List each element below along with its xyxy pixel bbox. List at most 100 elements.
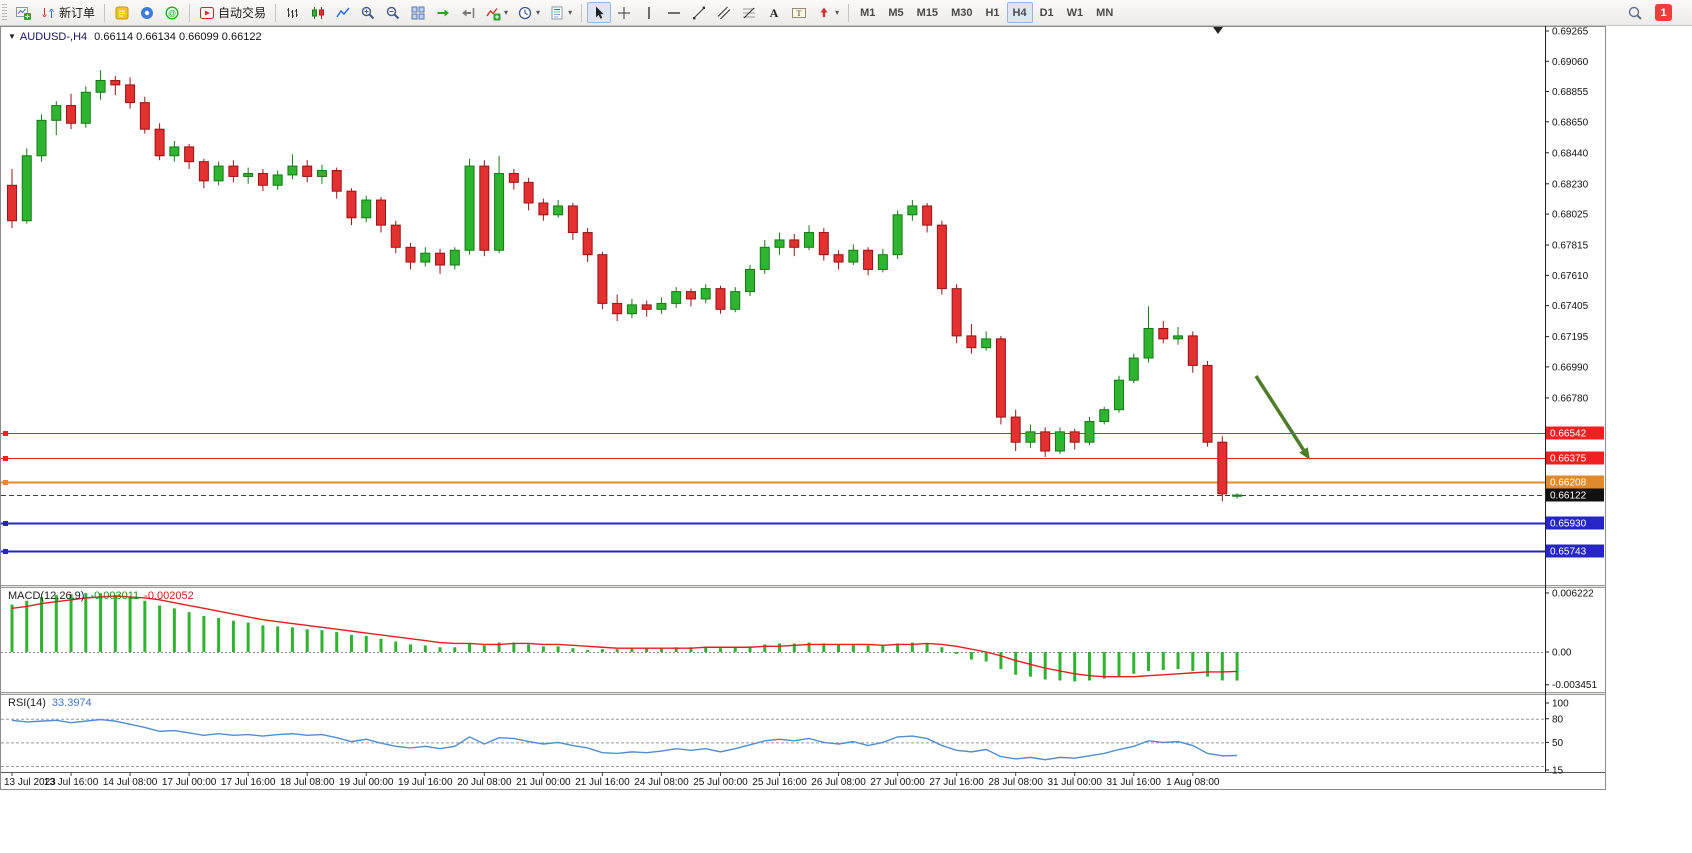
time-axis-label: 13 Jul 16:00: [44, 777, 99, 788]
line-anchor-marker[interactable]: [3, 521, 8, 526]
time-axis-label: 1 Aug 08:00: [1166, 777, 1220, 788]
candle: [789, 234, 800, 257]
auto-scroll-button[interactable]: [431, 2, 455, 23]
candle-body: [1084, 421, 1095, 443]
candlestick-chart-icon: [312, 6, 325, 19]
zoom-in-button[interactable]: [356, 2, 380, 23]
time-axis-label: 18 Jul 08:00: [280, 777, 335, 788]
candle-body: [125, 84, 136, 104]
line-anchor-marker[interactable]: [3, 456, 8, 461]
panel-separator[interactable]: [1, 585, 1605, 588]
price-badge-value: 0.65743: [1550, 547, 1587, 558]
periods-button[interactable]: ▾: [513, 2, 544, 23]
chart-ohlc-readout: ▼ AUDUSD-,H4 0.66114 0.66134 0.66099 0.661…: [8, 31, 262, 43]
cursor-button[interactable]: [587, 2, 612, 23]
chart-shift-marker[interactable]: [1213, 27, 1223, 34]
candle-body: [671, 291, 682, 304]
candle-body: [95, 79, 106, 93]
panel-separator[interactable]: [1, 692, 1605, 695]
indicators-button[interactable]: ▾: [481, 2, 512, 23]
notification-badge[interactable]: 1: [1655, 4, 1672, 21]
candle: [316, 164, 327, 184]
time-axis-label: 19 Jul 00:00: [339, 777, 394, 788]
time-axis-label: 24 Jul 08:00: [634, 777, 689, 788]
candle: [523, 177, 534, 211]
time-axis-label: 25 Jul 00:00: [693, 777, 748, 788]
crosshair-button[interactable]: [612, 2, 636, 23]
price-axis-label: 0.68230: [1552, 179, 1589, 190]
templates-icon: [551, 6, 563, 19]
tile-windows-button[interactable]: [406, 2, 430, 23]
zoom-out-button[interactable]: [381, 2, 405, 23]
candle: [7, 169, 17, 229]
candle: [1025, 424, 1036, 449]
candle-body: [1040, 431, 1051, 452]
timeframe-w1-button[interactable]: W1: [1061, 2, 1090, 23]
fibonacci-button[interactable]: [737, 2, 761, 23]
candle: [981, 331, 992, 351]
timeframe-h4-button[interactable]: H4: [1006, 2, 1033, 23]
options-button[interactable]: [135, 2, 159, 23]
timeframe-mn-button[interactable]: MN: [1090, 2, 1119, 23]
text-button[interactable]: A: [762, 2, 786, 23]
price-badge: [1546, 544, 1604, 558]
templates-button[interactable]: ▾: [545, 2, 576, 23]
search-button[interactable]: [1623, 2, 1647, 23]
candle: [287, 154, 298, 180]
time-axis[interactable]: [1, 773, 1605, 789]
candle: [302, 160, 313, 183]
candle-body: [302, 165, 313, 177]
candle-body: [804, 232, 815, 248]
timeframe-m5-button[interactable]: M5: [882, 2, 909, 23]
candle-body: [228, 165, 239, 177]
candle-body: [1114, 379, 1124, 411]
ohlc-dropdown-icon[interactable]: ▼: [8, 32, 16, 41]
price-axis-label: 0.66990: [1552, 362, 1589, 373]
candlestick-chart-button[interactable]: [306, 2, 330, 23]
candle: [685, 288, 696, 307]
candle: [966, 324, 977, 354]
horizontal-line-button[interactable]: [662, 2, 686, 23]
new-order-button[interactable]: 新订单: [36, 2, 99, 23]
line-chart-button[interactable]: [331, 2, 355, 23]
timeframe-h1-button[interactable]: H1: [979, 2, 1005, 23]
toolbar-grip[interactable]: [2, 3, 7, 22]
line-anchor-marker[interactable]: [3, 431, 8, 436]
timeframe-d1-button[interactable]: D1: [1034, 2, 1060, 23]
autotrading-button[interactable]: 自动交易: [195, 2, 270, 23]
price-axis-label: 0.68025: [1552, 210, 1589, 221]
candle: [479, 160, 490, 257]
candle: [80, 86, 91, 128]
candle-body: [1010, 416, 1021, 443]
arrow-shapes-button[interactable]: ▾: [812, 2, 843, 23]
svg-text:@: @: [168, 9, 176, 18]
autotrading-icon: [200, 6, 215, 19]
candle-body: [1025, 431, 1036, 443]
timeframe-m15-button[interactable]: M15: [911, 2, 944, 23]
candle: [1173, 327, 1184, 345]
equidistant-channel-button[interactable]: [712, 2, 736, 23]
community-button[interactable]: @: [160, 2, 184, 23]
main-toolbar: 新订单 @ 自动交易: [0, 0, 1692, 26]
line-anchor-marker[interactable]: [3, 480, 8, 485]
candle: [877, 248, 888, 273]
timeframe-m1-button[interactable]: M1: [854, 2, 881, 23]
dropdown-caret-icon: ▾: [536, 7, 541, 17]
trend-arrow-annotation[interactable]: [1254, 375, 1305, 451]
trendline-button[interactable]: [687, 2, 711, 23]
toolbar-separator: [275, 3, 277, 22]
candle: [154, 123, 165, 161]
candle: [995, 335, 1006, 425]
chart-shift-button[interactable]: [456, 2, 480, 23]
new-chart-button[interactable]: [11, 2, 35, 23]
vertical-line-button[interactable]: [637, 2, 661, 23]
timeframe-m30-button[interactable]: M30: [945, 2, 978, 23]
metaeditor-button[interactable]: [110, 2, 134, 23]
line-anchor-marker[interactable]: [3, 549, 8, 554]
candle: [848, 244, 859, 266]
text-label-button[interactable]: T: [787, 2, 811, 23]
price-axis[interactable]: [1546, 26, 1605, 772]
bars-chart-button[interactable]: [281, 2, 305, 23]
auto-scroll-icon: [437, 9, 450, 16]
